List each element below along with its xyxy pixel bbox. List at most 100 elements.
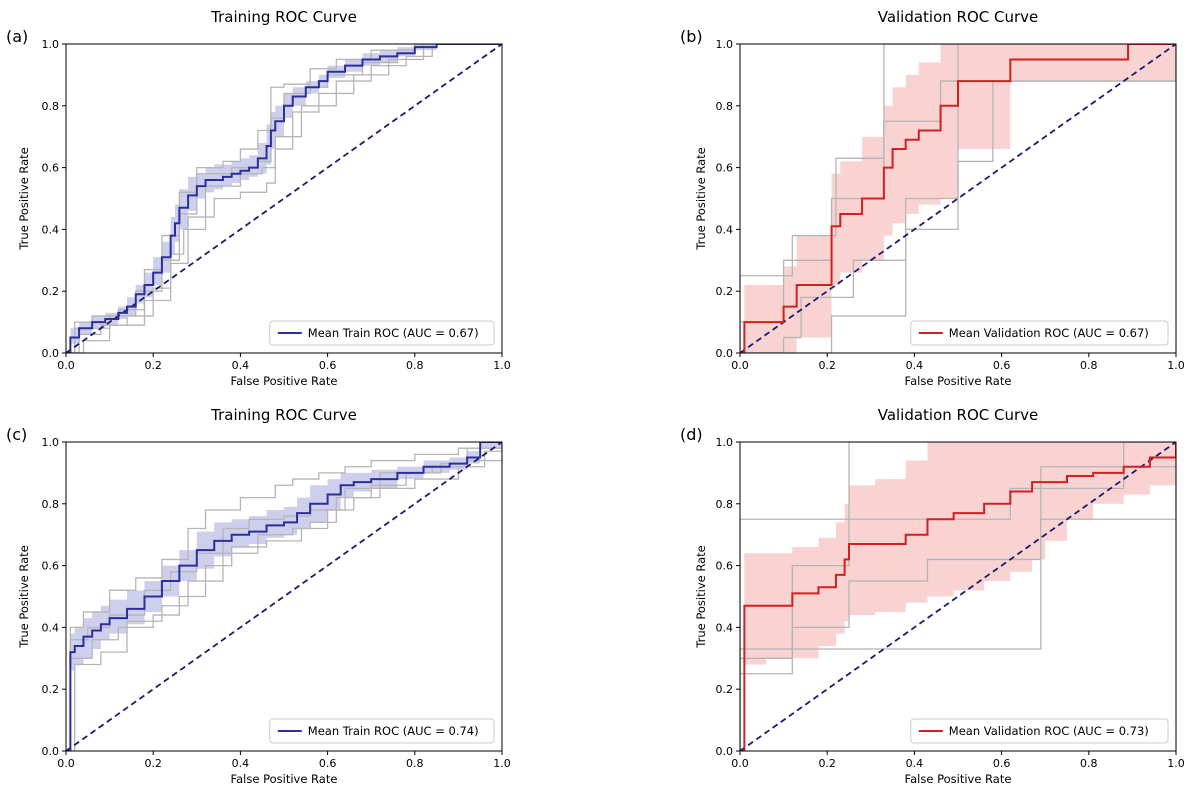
- x-tick-label: 0.2: [818, 757, 836, 770]
- panel-title: Training ROC Curve: [210, 8, 357, 26]
- plot-area: [66, 442, 502, 751]
- x-tick-label: 0.4: [232, 359, 250, 372]
- x-tick-label: 1.0: [493, 757, 511, 770]
- panel-label: (b): [680, 27, 703, 46]
- y-tick-label: 0.8: [716, 100, 734, 113]
- y-tick-label: 0.6: [42, 560, 60, 573]
- fold-roc-line-4: [740, 442, 1176, 751]
- x-tick-label: 1.0: [493, 359, 511, 372]
- x-tick-label: 0.0: [57, 359, 75, 372]
- axes-frame: [739, 441, 1177, 752]
- roc-panel-a: 0.0 0.2 0.4 0.6 0.8 1.0 0.0 0.2 0.4 0.6 0.8 1.0 Trai…: [6, 8, 511, 388]
- y-tick-label: 0.8: [42, 498, 60, 511]
- x-tick-label: 0.8: [1080, 359, 1098, 372]
- legend-label: Mean Validation ROC (AUC = 0.73): [949, 724, 1149, 738]
- y-tick-label: 0.0: [716, 745, 734, 758]
- x-tick-label: 0.8: [406, 757, 424, 770]
- x-axis-label: False Positive Rate: [231, 374, 338, 388]
- fold-roc-line-3: [740, 442, 1176, 751]
- roc-panel-b: 0.0 0.2 0.4 0.6 0.8 1.0 0.0 0.2 0.4 0.6 0.8 1.0 Vali…: [680, 8, 1185, 388]
- legend: Mean Validation ROC (AUC = 0.73): [910, 718, 1169, 744]
- legend-box: [269, 718, 495, 744]
- y-tick-label: 0.0: [716, 347, 734, 360]
- x-tick-label: 0.0: [57, 757, 75, 770]
- y-axis-label: True Positive Rate: [17, 147, 31, 250]
- x-tick-label: 0.6: [993, 359, 1011, 372]
- axes-frame: [65, 441, 503, 752]
- y-tick-label: 0.4: [716, 621, 734, 634]
- panel-title: Training ROC Curve: [210, 406, 357, 424]
- x-tick-label: 1.0: [1167, 757, 1185, 770]
- legend: Mean Validation ROC (AUC = 0.67): [910, 320, 1169, 346]
- y-tick-label: 0.4: [42, 621, 60, 634]
- chance-diagonal-line: [740, 44, 1176, 353]
- y-tick-label: 1.0: [716, 436, 734, 449]
- x-tick-label: 0.0: [731, 359, 749, 372]
- mean-roc-line: [740, 442, 1176, 751]
- panel-title: Validation ROC Curve: [878, 406, 1039, 424]
- x-tick-label: 0.4: [232, 757, 250, 770]
- panel-title: Validation ROC Curve: [878, 8, 1039, 26]
- y-tick-label: 0.8: [716, 498, 734, 511]
- y-tick-label: 1.0: [42, 38, 60, 51]
- y-tick-label: 0.0: [42, 745, 60, 758]
- y-tick-label: 0.4: [42, 223, 60, 236]
- x-tick-label: 0.6: [993, 757, 1011, 770]
- fold-roc-line-3: [66, 442, 502, 751]
- fold-roc-line-1: [740, 442, 1176, 751]
- chance-diagonal-line: [66, 44, 502, 353]
- legend: Mean Train ROC (AUC = 0.67): [269, 320, 495, 346]
- x-tick-label: 0.8: [406, 359, 424, 372]
- x-axis-label: False Positive Rate: [905, 772, 1012, 786]
- roc-panel-c: 0.0 0.2 0.4 0.6 0.8 1.0 0.0 0.2 0.4 0.6 0.8 1.0 Trai…: [6, 406, 511, 786]
- roc-panel-d: 0.0 0.2 0.4 0.6 0.8 1.0 0.0 0.2 0.4 0.6 0.8 1.0 Vali…: [680, 406, 1185, 786]
- mean-roc-line: [66, 44, 502, 353]
- plot-area: [66, 44, 502, 353]
- fold-roc-line-4: [66, 442, 502, 751]
- chance-diagonal-line: [740, 442, 1176, 751]
- mean-roc-line: [740, 44, 1176, 353]
- x-tick-label: 0.8: [1080, 757, 1098, 770]
- y-tick-label: 0.2: [716, 285, 734, 298]
- x-tick-label: 1.0: [1167, 359, 1185, 372]
- fold-roc-line-1: [66, 442, 502, 751]
- x-axis-label: False Positive Rate: [905, 374, 1012, 388]
- fold-roc-line-4: [740, 44, 1176, 353]
- fold-roc-line-2: [66, 44, 502, 353]
- y-axis-label: True Positive Rate: [17, 545, 31, 648]
- mean-roc-line: [66, 442, 502, 751]
- y-tick-label: 0.6: [716, 162, 734, 175]
- axes-frame: [65, 43, 503, 354]
- x-tick-label: 0.4: [906, 757, 924, 770]
- y-tick-label: 0.2: [42, 285, 60, 298]
- panel-label: (c): [6, 425, 27, 444]
- x-tick-label: 0.2: [818, 359, 836, 372]
- plot-area: [740, 44, 1176, 353]
- panel-label: (d): [680, 425, 703, 444]
- y-tick-label: 1.0: [42, 436, 60, 449]
- y-axis-label: True Positive Rate: [694, 545, 708, 648]
- y-tick-label: 0.0: [42, 347, 60, 360]
- legend-box: [269, 320, 495, 346]
- y-tick-label: 0.2: [716, 683, 734, 696]
- fold-roc-line-4: [66, 44, 502, 353]
- x-tick-label: 0.6: [319, 757, 337, 770]
- y-tick-label: 0.6: [716, 560, 734, 573]
- y-tick-label: 0.8: [42, 100, 60, 113]
- x-tick-label: 0.6: [319, 359, 337, 372]
- chance-diagonal-line: [66, 442, 502, 751]
- fold-roc-line-2: [66, 442, 502, 751]
- y-axis-label: True Positive Rate: [694, 147, 708, 250]
- axes-frame: [739, 43, 1177, 354]
- legend: Mean Train ROC (AUC = 0.74): [269, 718, 495, 744]
- y-tick-label: 0.2: [42, 683, 60, 696]
- y-tick-label: 0.6: [42, 162, 60, 175]
- x-tick-label: 0.2: [144, 757, 162, 770]
- x-tick-label: 0.4: [906, 359, 924, 372]
- legend-box: [910, 718, 1169, 744]
- panel-label: (a): [6, 27, 28, 46]
- plot-area: [740, 442, 1176, 751]
- legend-label: Mean Validation ROC (AUC = 0.67): [949, 326, 1149, 340]
- y-tick-label: 0.4: [716, 223, 734, 236]
